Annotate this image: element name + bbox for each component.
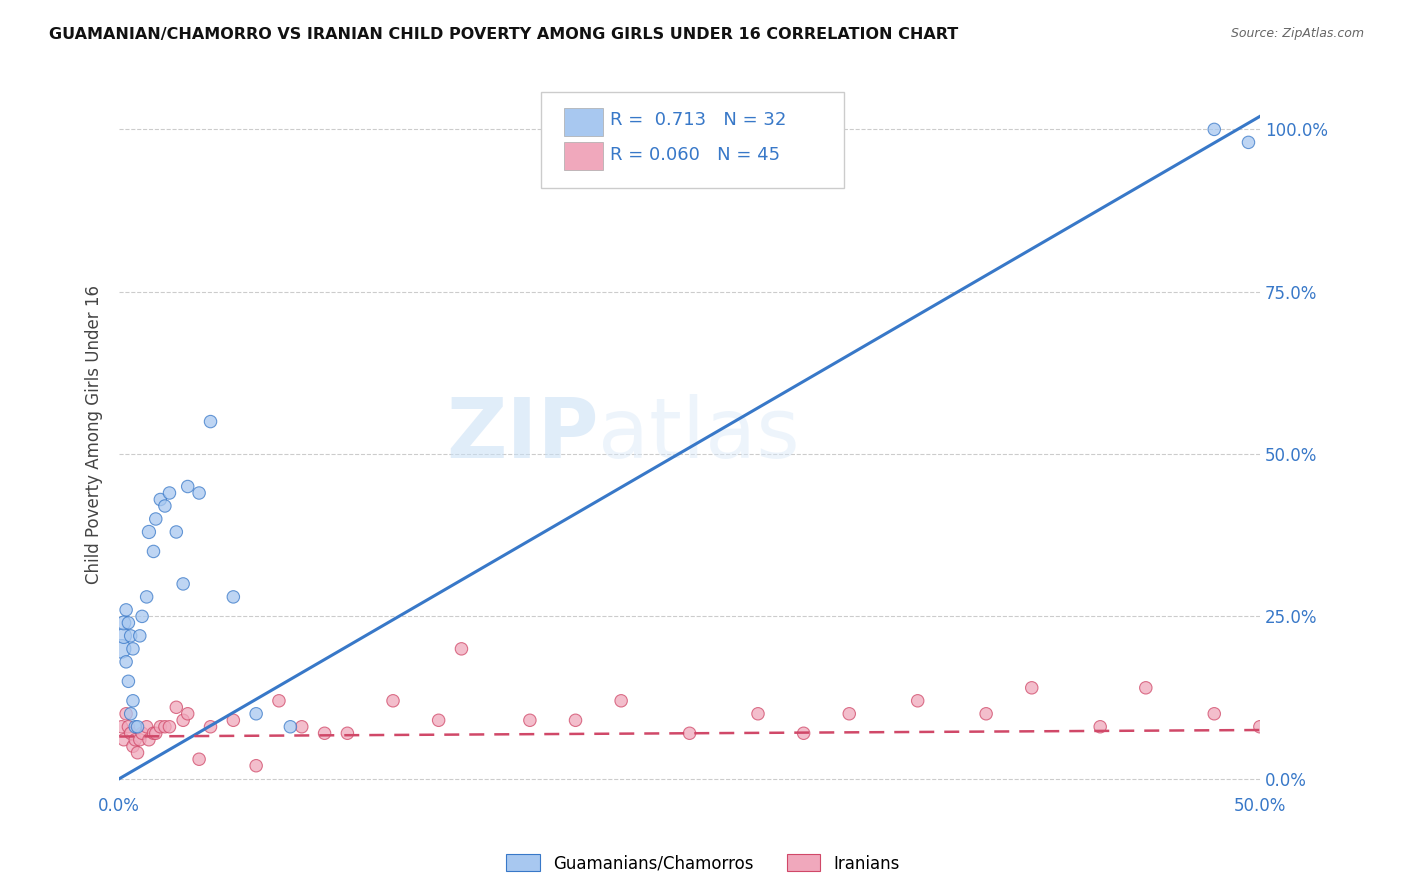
Point [222,713,245,727]
Point [135,720,157,734]
Point [245,758,267,772]
Point [122,641,145,656]
Point [188,752,211,766]
Point [159,486,181,500]
Point [610,694,633,708]
Point [678,726,700,740]
Point [1204,706,1226,721]
FancyBboxPatch shape [564,142,603,169]
Point [127,746,149,760]
Text: atlas: atlas [599,394,800,475]
Point [1021,681,1043,695]
Point [450,641,472,656]
Point [188,486,211,500]
Point [172,713,194,727]
Point [267,694,290,708]
Point [117,720,139,734]
Point [115,655,138,669]
Point [245,706,267,721]
Point [1237,136,1260,150]
Point [127,720,149,734]
Point [149,492,172,507]
Point [838,706,860,721]
Point [200,415,222,429]
Point [131,726,153,740]
Point [1204,122,1226,136]
Point [1249,720,1271,734]
Point [382,694,405,708]
Point [222,590,245,604]
Point [153,720,176,734]
Point [142,726,165,740]
Point [519,713,541,727]
Point [112,629,135,643]
Point [177,706,200,721]
Point [124,732,146,747]
Point [165,700,187,714]
Point [177,479,200,493]
Point [115,603,138,617]
Point [159,720,181,734]
Point [128,629,150,643]
Point [747,706,769,721]
Legend: Guamanians/Chamorros, Iranians: Guamanians/Chamorros, Iranians [499,847,907,880]
Point [153,499,176,513]
Point [131,609,153,624]
Point [1088,720,1111,734]
Point [145,512,167,526]
Point [564,713,586,727]
Point [907,694,929,708]
Point [135,590,157,604]
Point [110,720,132,734]
Point [138,732,160,747]
Point [149,720,172,734]
Point [122,694,145,708]
Point [115,706,138,721]
Text: R = 0.060   N = 45: R = 0.060 N = 45 [610,146,780,164]
Point [165,524,187,539]
Point [120,629,142,643]
Point [120,706,142,721]
Point [117,674,139,689]
Text: R =  0.713   N = 32: R = 0.713 N = 32 [610,112,786,129]
Point [1135,681,1157,695]
Point [142,544,165,558]
FancyBboxPatch shape [564,108,603,136]
Point [172,577,194,591]
Point [128,732,150,747]
Point [427,713,450,727]
Point [112,615,135,630]
Point [138,524,160,539]
Point [314,726,336,740]
Point [122,739,145,754]
FancyBboxPatch shape [541,92,844,188]
Point [974,706,997,721]
Y-axis label: Child Poverty Among Girls Under 16: Child Poverty Among Girls Under 16 [86,285,103,584]
Text: Source: ZipAtlas.com: Source: ZipAtlas.com [1230,27,1364,40]
Point [793,726,815,740]
Point [112,732,135,747]
Point [291,720,314,734]
Point [124,720,146,734]
Point [280,720,302,734]
Point [110,641,132,656]
Point [336,726,359,740]
Point [117,615,139,630]
Point [120,726,142,740]
Text: GUAMANIAN/CHAMORRO VS IRANIAN CHILD POVERTY AMONG GIRLS UNDER 16 CORRELATION CHA: GUAMANIAN/CHAMORRO VS IRANIAN CHILD POVE… [49,27,959,42]
Text: ZIP: ZIP [446,394,599,475]
Point [200,720,222,734]
Point [145,726,167,740]
